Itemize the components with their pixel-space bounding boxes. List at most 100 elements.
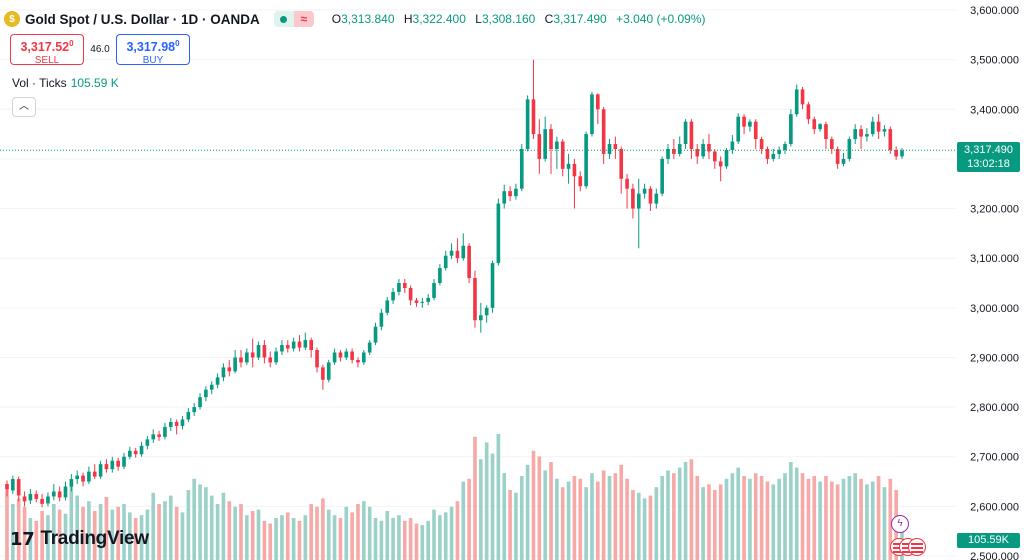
- price-axis[interactable]: 3,600.0003,500.0003,400.0003,300.0003,20…: [970, 5, 1019, 560]
- flash-icon[interactable]: ϟ: [891, 515, 909, 533]
- candle-body: [753, 121, 758, 140]
- volume-bar: [666, 470, 670, 560]
- candle-body: [449, 250, 454, 256]
- volume-bar: [695, 476, 700, 560]
- volume-bar: [502, 473, 507, 560]
- sell-button[interactable]: 3,317.520 SELL: [10, 34, 84, 67]
- sell-label: SELL: [34, 55, 60, 67]
- volume-bar: [724, 478, 729, 560]
- price-tick-label: 3,100.000: [970, 253, 1019, 265]
- volume-bar: [57, 509, 62, 560]
- volume-bar: [484, 442, 489, 560]
- open-value: 3,313.840: [341, 12, 395, 26]
- close-label: C: [544, 12, 554, 26]
- volume-bar: [87, 501, 91, 560]
- candle-body: [794, 89, 799, 115]
- volume-bar: [876, 476, 881, 560]
- candle-body: [853, 129, 858, 140]
- volume-bar: [707, 484, 711, 560]
- candle-body: [636, 193, 641, 209]
- candle-body: [356, 359, 360, 363]
- volume-bar: [636, 492, 641, 560]
- market-status[interactable]: ≈: [273, 11, 314, 27]
- volume-bar: [215, 504, 220, 560]
- candle-body: [239, 357, 243, 363]
- collapse-chevron-icon[interactable]: ︿: [12, 97, 36, 117]
- volume-bar: [69, 483, 74, 560]
- candle-body: [748, 121, 752, 127]
- volume-bar: [303, 515, 308, 560]
- candle-body: [619, 148, 624, 179]
- volume-bar: [309, 504, 313, 560]
- volume-bar: [701, 487, 705, 560]
- volume-bar: [432, 509, 436, 560]
- candle-body: [163, 426, 167, 437]
- volume-legend[interactable]: Vol · Ticks 105.59 K: [12, 76, 119, 90]
- volume-bar: [46, 515, 50, 560]
- buy-button[interactable]: 3,317.980 BUY: [116, 34, 190, 66]
- candle-body: [882, 129, 887, 132]
- volume-bar: [712, 490, 717, 560]
- candle-body: [800, 89, 805, 105]
- candle-body: [543, 129, 547, 159]
- low-value: 3,308.160: [481, 12, 536, 26]
- candle-body: [40, 498, 44, 504]
- candle-body: [473, 278, 477, 321]
- volume-bar: [40, 511, 44, 560]
- candle-body: [736, 116, 741, 142]
- volume-bar: [519, 476, 524, 560]
- symbol-title[interactable]: Gold Spot / U.S. Dollar · 1D · OANDA: [25, 11, 260, 27]
- volume-bar: [613, 473, 618, 560]
- candle-body: [707, 144, 711, 152]
- candle-body: [192, 407, 197, 413]
- volume-bar: [174, 506, 179, 560]
- wave-icon[interactable]: ≈: [293, 11, 314, 27]
- candle-body: [81, 475, 85, 482]
- candle-body: [642, 188, 647, 194]
- market-open-icon[interactable]: [273, 11, 294, 27]
- volume-bar: [262, 520, 267, 560]
- volume-bar: [367, 506, 372, 560]
- volume-bar: [531, 450, 536, 560]
- volume-bar: [677, 467, 682, 560]
- volume-bar: [204, 487, 208, 560]
- candle-body: [274, 351, 278, 363]
- volume-bar: [771, 484, 776, 560]
- candle-body: [379, 312, 384, 327]
- volume-bars: [5, 434, 904, 560]
- volume-bar: [718, 484, 723, 560]
- close-value: 3,317.490: [553, 12, 607, 26]
- candle-body: [204, 389, 208, 398]
- candle-body: [250, 352, 255, 358]
- us-flag-icon[interactable]: [890, 538, 934, 556]
- candle-body: [75, 475, 80, 480]
- volume-bar: [543, 470, 547, 560]
- candle-body: [519, 148, 524, 189]
- coin-icon[interactable]: $: [4, 11, 20, 27]
- tradingview-logo[interactable]: 17 TradingView: [10, 528, 149, 550]
- volume-bar: [449, 506, 454, 560]
- volume-bar: [742, 476, 746, 560]
- volume-bar: [338, 518, 343, 560]
- candle-body: [367, 342, 372, 353]
- volume-bar: [110, 509, 115, 560]
- volume-bar: [777, 478, 781, 560]
- candle-body: [742, 116, 746, 127]
- candle-body: [373, 326, 378, 343]
- grid-lines: [0, 9, 955, 557]
- volume-bar: [209, 495, 214, 560]
- price-tick-label: 2,700.000: [970, 452, 1019, 464]
- volume-bar: [625, 478, 629, 560]
- candle-body: [139, 445, 144, 455]
- candle-body: [900, 150, 904, 157]
- candle-body: [280, 345, 284, 352]
- low-label: L: [475, 12, 482, 26]
- candle-body: [689, 121, 694, 149]
- tradingview-logo-icon: 17: [10, 528, 35, 550]
- candle-body: [572, 163, 577, 177]
- volume-bar: [344, 506, 349, 560]
- candle-body: [315, 350, 319, 368]
- volume-bar: [139, 515, 144, 560]
- candle-body: [87, 471, 91, 482]
